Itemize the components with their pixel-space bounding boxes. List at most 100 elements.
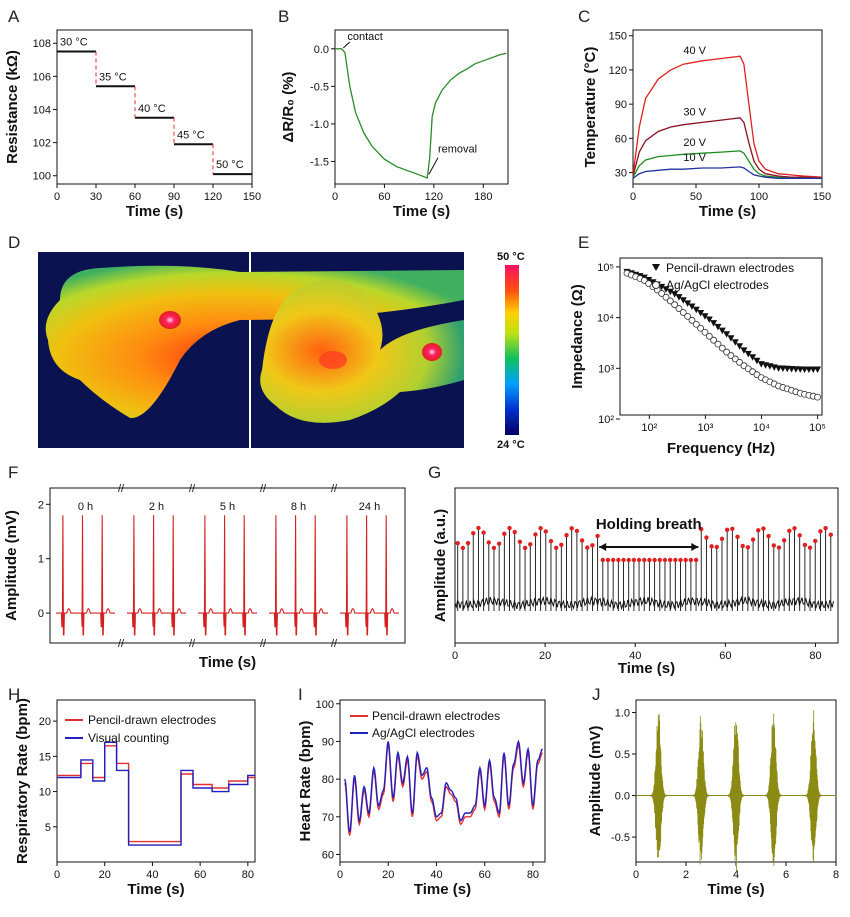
f-y-axis-label: Amplitude (mV) bbox=[3, 510, 20, 621]
e-legend-triangle-marker bbox=[652, 264, 660, 271]
g-x-tick-label: 60 bbox=[719, 650, 731, 662]
panel-d: D 50 °C 24 °C bbox=[8, 233, 525, 451]
i-x-tick-label: 20 bbox=[382, 869, 394, 881]
g-peak-marker bbox=[476, 525, 481, 531]
panel-letter: E bbox=[578, 233, 589, 252]
e-marker-triangle bbox=[701, 313, 709, 320]
c-series-line bbox=[632, 166, 822, 179]
e-marker-circle bbox=[714, 340, 722, 348]
f-axis-break-top: // bbox=[189, 483, 196, 495]
panel-h: H 0 20 40 60 80 5 10 15 20 Time (s) Respiratory Rat… bbox=[8, 685, 256, 898]
g-peak-marker bbox=[647, 557, 652, 563]
e-y-tick-label: 10⁴ bbox=[597, 313, 614, 325]
g-peak-marker bbox=[533, 532, 538, 537]
h-x-tick-label: 60 bbox=[194, 869, 206, 881]
g-peak-marker bbox=[585, 545, 590, 550]
b-series-line bbox=[335, 48, 507, 179]
e-marker-circle bbox=[692, 320, 700, 328]
e-marker-triangle bbox=[727, 335, 735, 342]
g-peak-marker bbox=[471, 530, 476, 536]
a-step-label: 40 °C bbox=[138, 103, 166, 115]
panel-e: E 10² 10³ 10⁴ 10⁵ 10² 10³ 10⁴ 10⁵ Frequency (Hz) I… bbox=[569, 233, 826, 457]
h-y-tick-label: 15 bbox=[39, 751, 51, 763]
e-marker-triangle bbox=[679, 297, 687, 304]
j-x-tick-label: 6 bbox=[783, 869, 789, 881]
a-x-tick-label: 60 bbox=[129, 191, 141, 203]
g-peak-marker bbox=[626, 557, 631, 563]
d-warm-region-right bbox=[319, 351, 347, 369]
b-x-tick-label: 180 bbox=[474, 191, 492, 203]
e-marker-triangle bbox=[749, 354, 757, 361]
e-legend-circle-marker bbox=[652, 281, 660, 289]
h-y-tick-label: 20 bbox=[39, 716, 51, 728]
g-peak-marker bbox=[553, 545, 559, 550]
b-y-axis-label: ΔR/R₀ (%) bbox=[280, 72, 297, 143]
panel-c: C 0 50 100 150 30 60 90 120 150 Time (s) Temperatur… bbox=[578, 7, 831, 220]
g-x-tick-label: 20 bbox=[539, 650, 551, 662]
j-sound-burst bbox=[804, 710, 823, 862]
g-peak-marker bbox=[683, 557, 688, 563]
e-marker-circle bbox=[666, 297, 674, 305]
g-peak-marker bbox=[610, 557, 616, 563]
g-peak-marker bbox=[678, 557, 683, 563]
g-x-tick-label: 80 bbox=[809, 650, 821, 662]
a-y-axis-label: Resistance (kΩ) bbox=[4, 50, 21, 164]
a-x-axis-label: Time (s) bbox=[126, 203, 183, 220]
panel-letter: D bbox=[8, 233, 20, 252]
g-baseline-trace bbox=[454, 595, 834, 611]
e-x-axis-label: Frequency (Hz) bbox=[667, 440, 775, 457]
c-x-axis-label: Time (s) bbox=[699, 203, 756, 220]
g-peak-marker bbox=[756, 528, 761, 533]
g-peak-marker bbox=[538, 525, 543, 531]
g-peak-marker bbox=[709, 544, 714, 549]
g-peak-marker bbox=[595, 533, 600, 539]
g-x-axis-label: Time (s) bbox=[618, 660, 675, 677]
g-peak-marker bbox=[564, 532, 569, 538]
f-y-tick-label: 0 bbox=[38, 608, 44, 620]
e-marker-triangle bbox=[705, 316, 713, 324]
c-x-tick-label: 150 bbox=[813, 191, 831, 203]
j-y-axis-label: Amplitude (mV) bbox=[587, 726, 604, 837]
i-series-line bbox=[344, 739, 544, 833]
e-marker-triangle bbox=[671, 291, 679, 298]
g-peak-marker bbox=[828, 532, 833, 537]
i-series-line bbox=[344, 743, 544, 836]
e-marker-circle bbox=[679, 309, 687, 316]
g-peak-marker bbox=[730, 526, 735, 532]
panel-letter: G bbox=[428, 463, 441, 482]
f-segment-label: 5 h bbox=[220, 501, 235, 513]
f-segment-label: 2 h bbox=[149, 501, 164, 513]
e-marker-circle bbox=[710, 336, 718, 344]
g-peak-marker bbox=[455, 540, 460, 546]
j-y-tick-label: 0.0 bbox=[615, 791, 630, 803]
plot-frame bbox=[632, 29, 823, 185]
c-series-label: 10 V bbox=[683, 152, 706, 164]
g-peak-marker bbox=[740, 543, 745, 549]
f-y-tick-label: 1 bbox=[38, 554, 44, 566]
g-peak-marker bbox=[486, 540, 491, 545]
b-arrow-contact bbox=[342, 41, 351, 49]
c-y-tick-label: 30 bbox=[615, 168, 627, 180]
b-x-tick-label: 120 bbox=[425, 191, 443, 203]
b-y-tick-label: -1.0 bbox=[310, 119, 329, 131]
i-y-tick-label: 100 bbox=[316, 699, 334, 711]
b-x-tick-label: 60 bbox=[378, 191, 390, 203]
g-peak-marker bbox=[823, 525, 828, 531]
g-hold-arrowhead-left bbox=[599, 543, 607, 551]
j-sound-burst bbox=[649, 713, 668, 858]
c-series-line bbox=[632, 117, 823, 179]
g-peak-marker bbox=[465, 540, 471, 546]
e-marker-triangle bbox=[684, 300, 692, 307]
f-axis-break-top: // bbox=[260, 483, 267, 495]
i-legend-label: Ag/AgCl electrodes bbox=[372, 726, 475, 740]
f-y-tick-label: 2 bbox=[38, 499, 44, 511]
g-peak-marker bbox=[781, 538, 787, 543]
g-peak-marker bbox=[512, 529, 517, 535]
c-y-tick-label: 90 bbox=[615, 99, 627, 111]
g-peak-marker bbox=[502, 531, 507, 537]
panel-f: F 0 1 2 Time (s) Amplitude (mV) 0 h 2 h // // 5 h /… bbox=[3, 463, 406, 671]
h-legend-label: Visual counting bbox=[88, 731, 169, 745]
e-marker-triangle bbox=[688, 303, 696, 311]
j-sound-burst bbox=[727, 722, 745, 872]
i-x-tick-label: 40 bbox=[430, 869, 442, 881]
